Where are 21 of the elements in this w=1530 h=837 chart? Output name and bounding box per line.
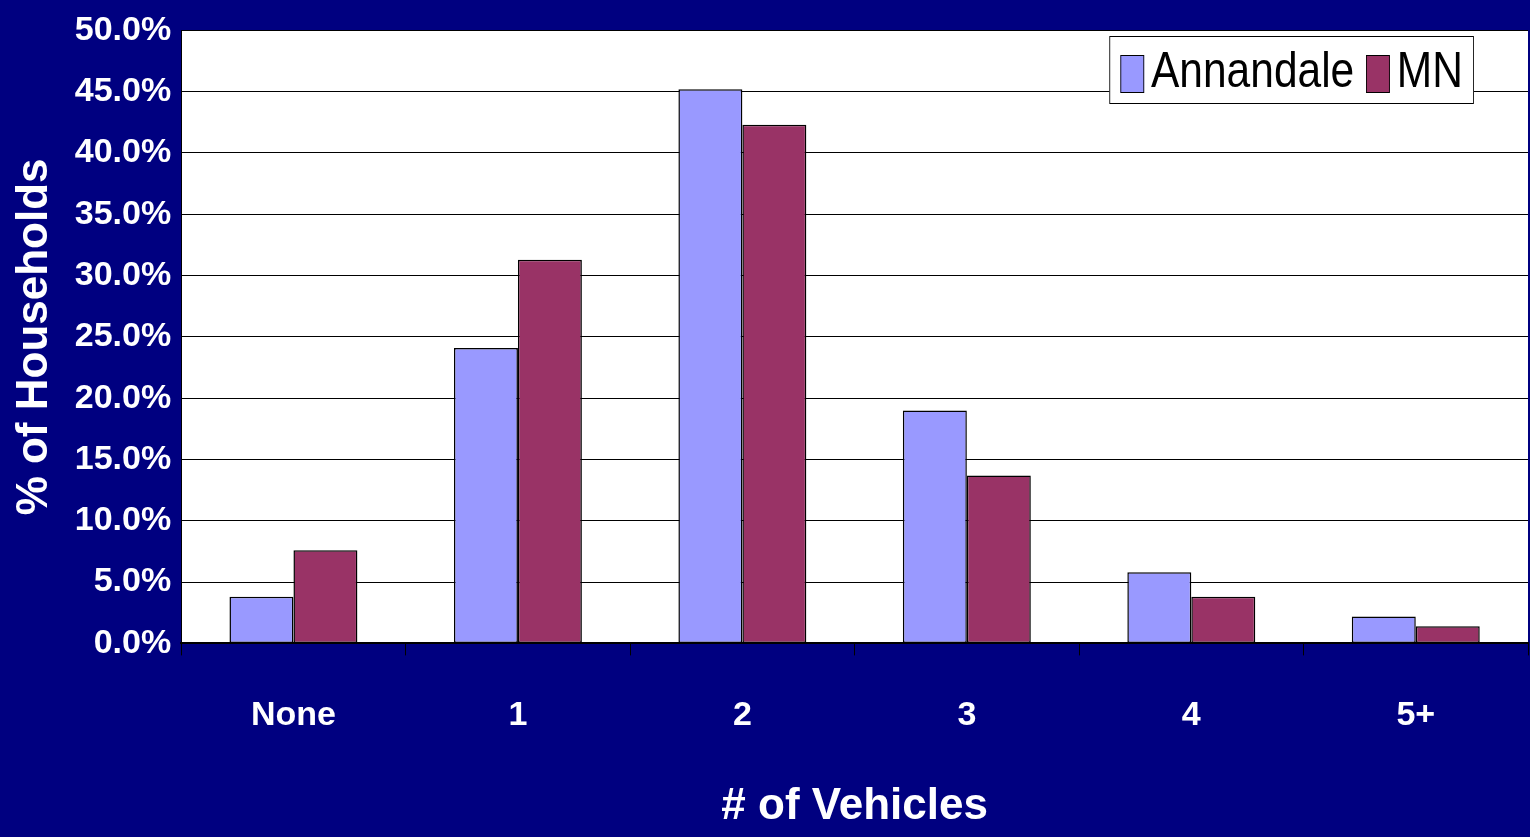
y-tick-label: 25.0% <box>74 315 172 354</box>
legend-label: MN <box>1395 41 1463 99</box>
x-axis-title: # of Vehicles <box>721 778 988 828</box>
legend-label: Annandale <box>1150 41 1355 99</box>
x-tick-label: 4 <box>1181 694 1201 733</box>
y-tick-label: 50.0% <box>74 8 172 47</box>
x-tick-label: 2 <box>732 694 752 733</box>
y-tick-label: 15.0% <box>74 437 172 476</box>
y-tick-label: 10.0% <box>74 499 172 538</box>
y-tick-label: 35.0% <box>74 192 172 231</box>
y-tick-label: 30.0% <box>74 253 172 292</box>
y-tick-label: 0.0% <box>93 621 172 660</box>
x-tick-label: 3 <box>957 694 977 733</box>
y-axis-title: % of Households <box>6 158 56 516</box>
x-tick-label: 5+ <box>1396 694 1436 733</box>
x-tick-label: None <box>250 694 336 733</box>
y-tick-label: 20.0% <box>74 376 172 415</box>
x-tick-label: 1 <box>508 694 528 733</box>
y-tick-label: 5.0% <box>93 560 172 599</box>
y-tick-label: 45.0% <box>74 70 172 109</box>
y-tick-label: 40.0% <box>74 131 172 170</box>
